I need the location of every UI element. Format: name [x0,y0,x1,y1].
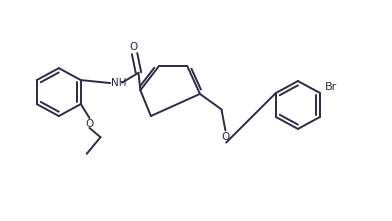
Text: NH: NH [111,78,127,88]
Text: O: O [129,42,137,52]
Text: O: O [221,132,230,142]
Text: Br: Br [325,82,337,92]
Text: O: O [85,119,94,129]
